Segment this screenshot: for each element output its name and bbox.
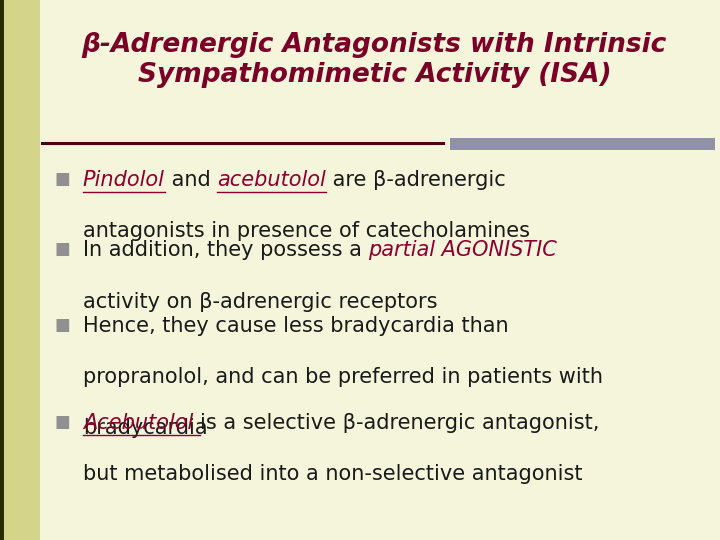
Text: ■: ■ <box>54 170 70 188</box>
Text: Acebutolol: Acebutolol <box>83 413 199 433</box>
Text: activity on β-adrenergic receptors: activity on β-adrenergic receptors <box>83 292 437 312</box>
Bar <box>450 138 715 150</box>
Text: ■: ■ <box>54 413 70 431</box>
Text: ■: ■ <box>54 240 70 258</box>
Text: Pindolol: Pindolol <box>83 170 165 190</box>
Text: Hence, they cause less bradycardia than: Hence, they cause less bradycardia than <box>83 316 508 336</box>
Text: but metabolised into a non-selective antagonist: but metabolised into a non-selective ant… <box>83 464 582 484</box>
Text: partial AGONISTIC: partial AGONISTIC <box>369 240 557 260</box>
Text: β-Adrenergic Antagonists with Intrinsic
Sympathomimetic Activity (ISA): β-Adrenergic Antagonists with Intrinsic … <box>82 32 667 89</box>
Text: is a selective β-adrenergic antagonist,: is a selective β-adrenergic antagonist, <box>199 413 599 433</box>
Text: and: and <box>165 170 217 190</box>
Text: propranolol, and can be preferred in patients with: propranolol, and can be preferred in pat… <box>83 367 603 387</box>
Text: In addition, they possess a: In addition, they possess a <box>83 240 369 260</box>
Text: ■: ■ <box>54 316 70 334</box>
Text: are β-adrenergic: are β-adrenergic <box>326 170 505 190</box>
Text: bradycardia: bradycardia <box>83 418 207 438</box>
Text: antagonists in presence of catecholamines: antagonists in presence of catecholamine… <box>83 221 530 241</box>
Bar <box>0 0 40 540</box>
Text: acebutolol: acebutolol <box>217 170 326 190</box>
